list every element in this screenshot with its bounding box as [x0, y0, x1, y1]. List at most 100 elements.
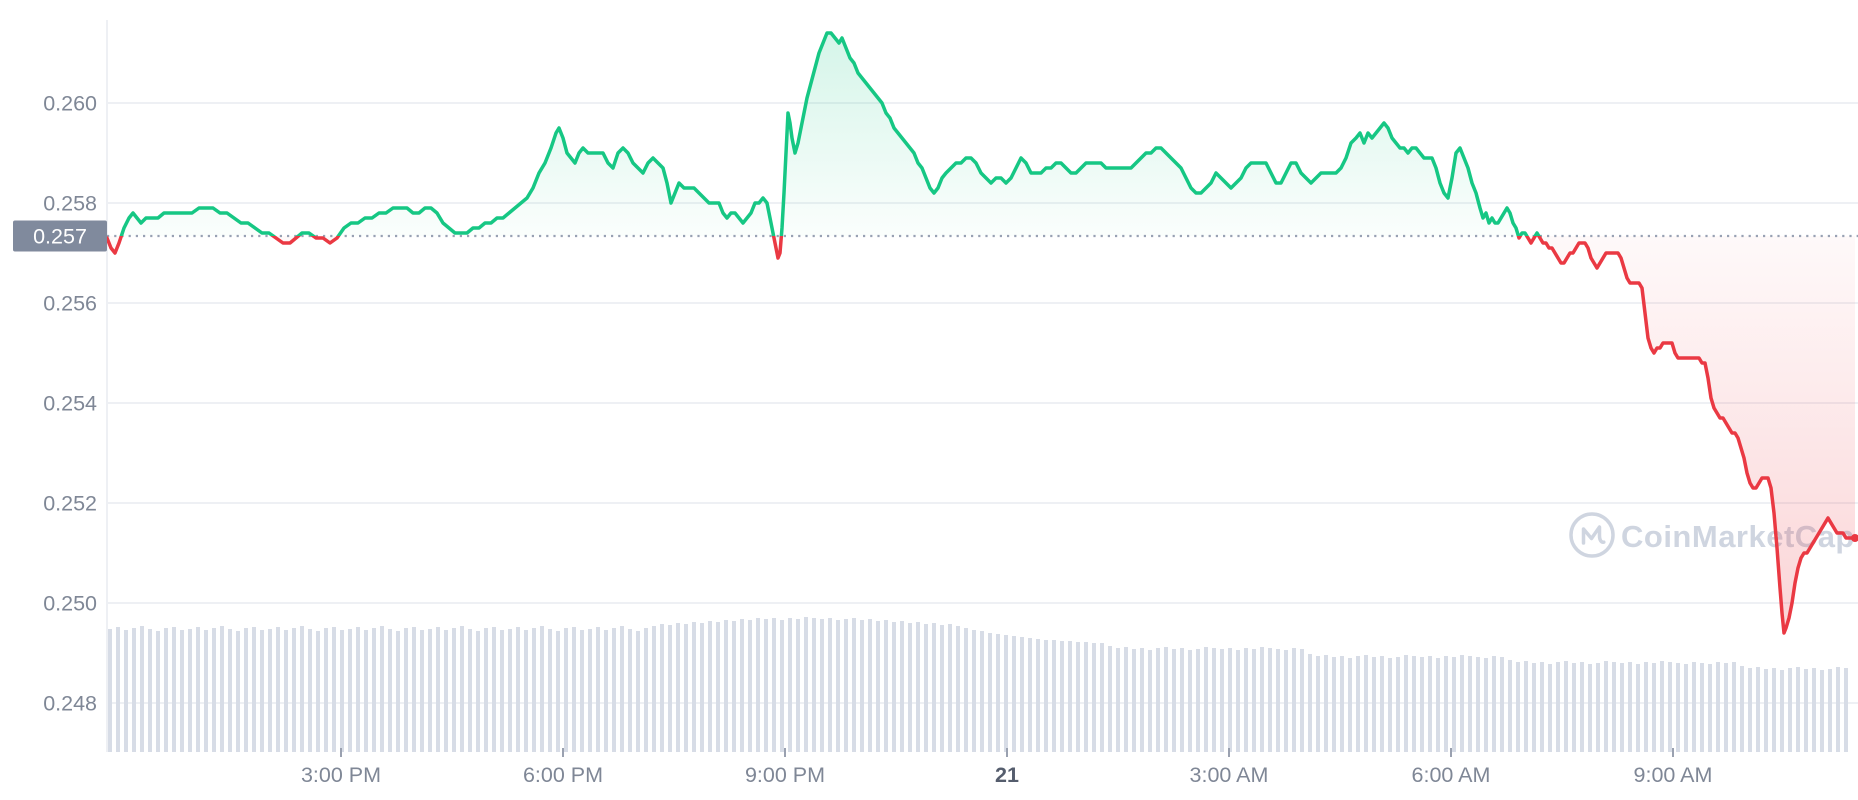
y-axis-labels: 0.260 0.258 0.256 0.254 0.252 0.250 0.248	[43, 92, 97, 716]
current-price-badge: 0.257	[13, 220, 107, 252]
volume-bar	[260, 630, 264, 752]
volume-bar	[1556, 662, 1560, 752]
volume-bar	[476, 631, 480, 752]
volume-bar	[1116, 648, 1120, 752]
volume-bar	[620, 626, 624, 752]
volume-bar	[332, 627, 336, 752]
volume-bar	[1668, 662, 1672, 752]
volume-bar	[1348, 658, 1352, 752]
volume-bar	[1052, 640, 1056, 752]
volume-bar	[1444, 656, 1448, 752]
volume-bar	[1732, 662, 1736, 752]
volume-bar	[1300, 649, 1304, 752]
volume-bar	[1772, 668, 1776, 752]
volume-bar	[324, 628, 328, 752]
volume-bar	[1692, 662, 1696, 752]
volume-bar	[1396, 657, 1400, 752]
volume-bar	[708, 621, 712, 752]
y-axis-tick-label: 0.258	[43, 192, 97, 216]
volume-bar	[1596, 663, 1600, 752]
current-price-badge-label: 0.257	[33, 225, 87, 249]
volume-bar	[1260, 647, 1264, 752]
volume-bar	[940, 625, 944, 752]
price-line-down	[105, 236, 1857, 635]
volume-bar	[1684, 664, 1688, 752]
volume-bar	[1420, 657, 1424, 752]
volume-bar	[524, 630, 528, 752]
volume-bar	[548, 629, 552, 752]
volume-bar	[244, 628, 248, 752]
volume-bar	[428, 629, 432, 752]
volume-bar	[1148, 650, 1152, 752]
current-price-badge-bg	[13, 220, 107, 252]
volume-bar	[716, 622, 720, 752]
volume-bar	[980, 631, 984, 752]
volume-bar	[740, 619, 744, 752]
volume-bar	[1788, 668, 1792, 752]
volume-bar	[636, 631, 640, 752]
volume-bar	[196, 627, 200, 752]
volume-bar	[1820, 670, 1824, 752]
y-axis-tick-label: 0.252	[43, 492, 97, 516]
volume-bar	[772, 618, 776, 752]
volume-bar	[1828, 669, 1832, 752]
volume-bar	[732, 621, 736, 752]
volume-bar	[156, 631, 160, 752]
volume-bar	[1364, 655, 1368, 752]
volume-bar	[1652, 663, 1656, 752]
volume-bar	[1564, 661, 1568, 752]
volume-bar	[1380, 656, 1384, 752]
volume-bar	[348, 629, 352, 752]
volume-bar	[812, 618, 816, 752]
volume-bar	[412, 627, 416, 752]
volume-bar	[140, 626, 144, 752]
volume-bar	[316, 631, 320, 752]
volume-bar	[1428, 656, 1432, 752]
volume-bar	[268, 629, 272, 752]
volume-bar	[972, 630, 976, 752]
volume-bar	[228, 629, 232, 752]
volume-bar	[308, 629, 312, 752]
volume-bar	[1324, 655, 1328, 752]
volume-bar	[604, 630, 608, 752]
price-line-up	[119, 31, 1541, 236]
volume-bar	[644, 628, 648, 752]
coinmarketcap-logo-icon	[1569, 512, 1615, 558]
volume-bar	[684, 624, 688, 752]
volume-bar	[860, 620, 864, 752]
volume-bar	[1012, 636, 1016, 752]
volume-bar	[1124, 647, 1128, 752]
volume-bar	[1100, 643, 1104, 752]
volume-bar	[1212, 648, 1216, 752]
volume-bar	[508, 629, 512, 752]
volume-bar	[556, 631, 560, 752]
x-axis-tick-label: 21	[995, 763, 1019, 787]
volume-bar	[1676, 663, 1680, 752]
y-axis-tick-label: 0.248	[43, 692, 97, 716]
volume-bar	[172, 627, 176, 752]
volume-bar	[1548, 664, 1552, 752]
volume-bar	[1164, 647, 1168, 752]
volume-bar	[1484, 658, 1488, 752]
volume-bar	[1756, 667, 1760, 752]
area-fill-down	[107, 236, 1855, 633]
volume-bar	[1108, 646, 1112, 752]
volume-bar	[364, 630, 368, 752]
volume-bar	[1532, 663, 1536, 752]
volume-bar	[1404, 655, 1408, 752]
volume-bar	[1476, 657, 1480, 752]
volume-bar	[500, 630, 504, 752]
volume-bar	[484, 628, 488, 752]
volume-bar	[1796, 667, 1800, 752]
volume-bar	[1660, 661, 1664, 752]
volume-bar	[1588, 664, 1592, 752]
volume-bar	[836, 620, 840, 752]
area-fills	[107, 33, 1855, 633]
volume-bar	[300, 626, 304, 752]
volume-bar	[1636, 664, 1640, 752]
volume-bar	[804, 617, 808, 752]
volume-bar	[532, 628, 536, 752]
volume-bar	[372, 628, 376, 752]
